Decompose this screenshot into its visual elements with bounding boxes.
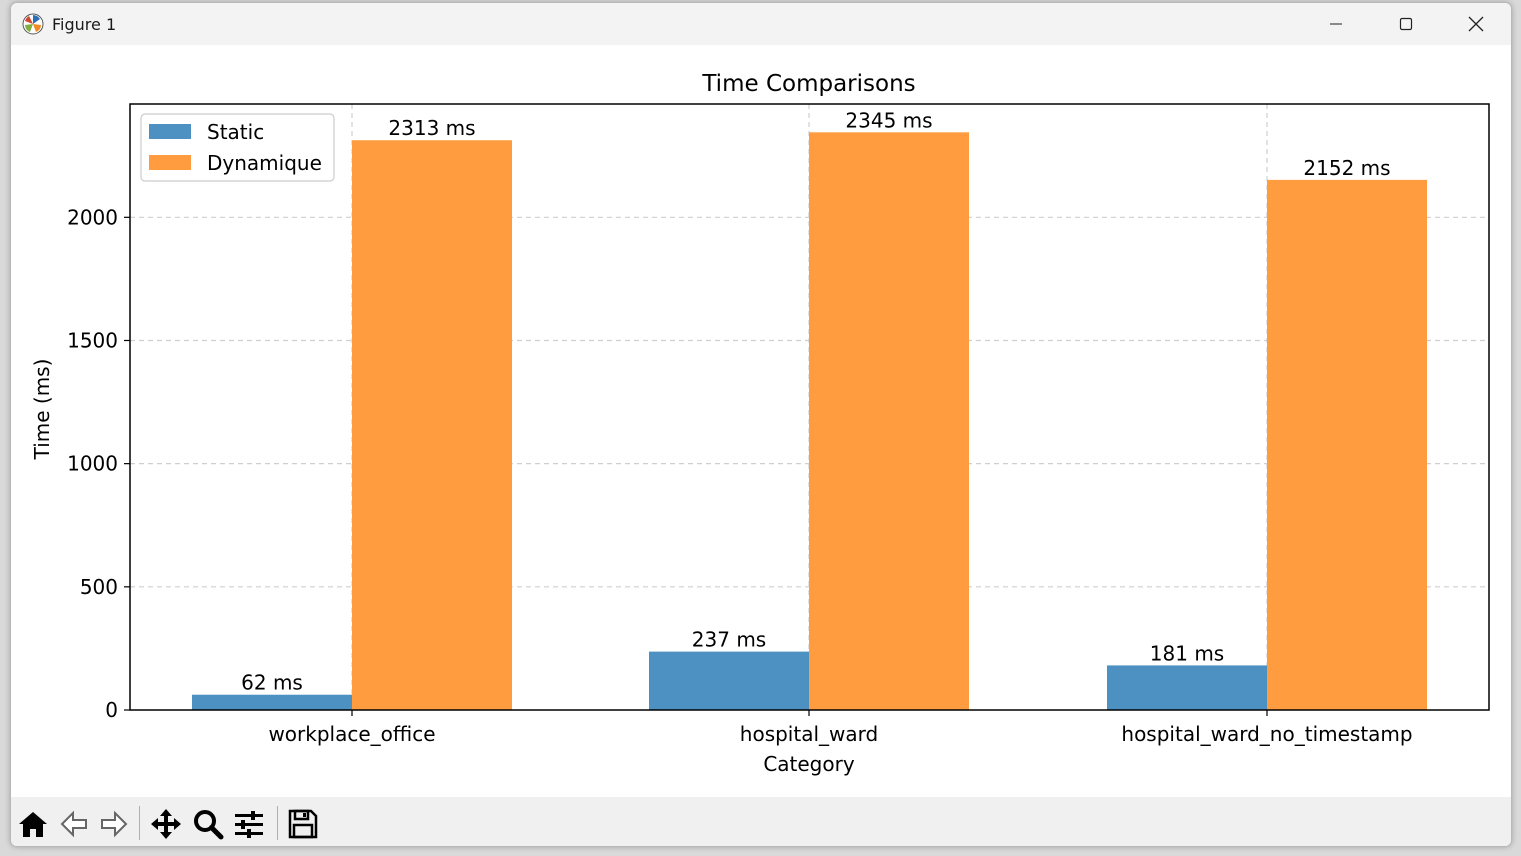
y-tick-label: 0: [105, 698, 118, 722]
toolbar-separator: [139, 806, 140, 840]
y-axis-label: Time (ms): [30, 359, 54, 461]
bar-value-label: 2313 ms: [388, 116, 475, 140]
x-tick-label: hospital_ward_no_timestamp: [1121, 722, 1412, 746]
bar-static: [649, 651, 809, 710]
home-icon: [17, 809, 49, 839]
legend-label: Static: [207, 120, 264, 144]
bar-value-label: 2152 ms: [1303, 156, 1390, 180]
legend-swatch-static: [149, 124, 191, 139]
forward-button[interactable]: [97, 807, 131, 841]
bar-value-label: 181 ms: [1150, 641, 1224, 665]
y-tick-label: 2000: [67, 205, 118, 229]
close-button[interactable]: [1441, 3, 1511, 45]
bar-value-label: 2345 ms: [845, 108, 932, 132]
chart-title: Time Comparisons: [701, 71, 915, 97]
x-axis-label: Category: [763, 752, 855, 776]
window-title: Figure 1: [52, 15, 117, 34]
bar-chart: Time Comparisons Category Time (ms) 62 m…: [30, 71, 1490, 776]
pan-button[interactable]: [149, 807, 183, 841]
y-tick-label: 1500: [67, 328, 118, 352]
floppy-disk-icon: [288, 809, 318, 839]
toolbar-separator: [277, 806, 278, 840]
bar-dynamique: [1267, 179, 1427, 710]
legend-swatch-dynamique: [149, 155, 191, 170]
matplotlib-logo-icon: [22, 13, 44, 35]
forward-arrow-icon: [99, 810, 129, 838]
close-icon: [1468, 16, 1484, 32]
magnifier-icon: [192, 808, 224, 840]
bar-dynamique: [352, 140, 512, 711]
bar-static: [1107, 665, 1267, 710]
bar-value-label: 62 ms: [241, 671, 303, 695]
bar-static: [192, 694, 352, 710]
sliders-icon: [233, 809, 265, 839]
navigation-toolbar: [11, 797, 1511, 846]
maximize-icon: [1399, 17, 1413, 31]
title-bar: Figure 1: [11, 3, 1511, 45]
minimize-icon: [1329, 17, 1343, 31]
y-tick-label: 1000: [67, 452, 118, 476]
save-button[interactable]: [286, 807, 320, 841]
figure-window: Figure 1 Time Comparisons Category Time …: [10, 2, 1512, 847]
maximize-button[interactable]: [1371, 3, 1441, 45]
move-arrows-icon: [150, 808, 182, 840]
back-arrow-icon: [59, 810, 89, 838]
minimize-button[interactable]: [1301, 3, 1371, 45]
back-button[interactable]: [57, 807, 91, 841]
y-tick-label: 500: [80, 575, 118, 599]
legend-label: Dynamique: [207, 151, 322, 175]
figure-canvas[interactable]: Time Comparisons Category Time (ms) 62 m…: [11, 45, 1511, 797]
bar-value-label: 237 ms: [692, 628, 766, 652]
x-tick-label: workplace_office: [268, 722, 435, 746]
configure-subplots-button[interactable]: [232, 807, 266, 841]
home-button[interactable]: [16, 807, 50, 841]
bar-dynamique: [809, 132, 969, 710]
x-tick-label: hospital_ward: [740, 722, 878, 746]
zoom-button[interactable]: [191, 807, 225, 841]
